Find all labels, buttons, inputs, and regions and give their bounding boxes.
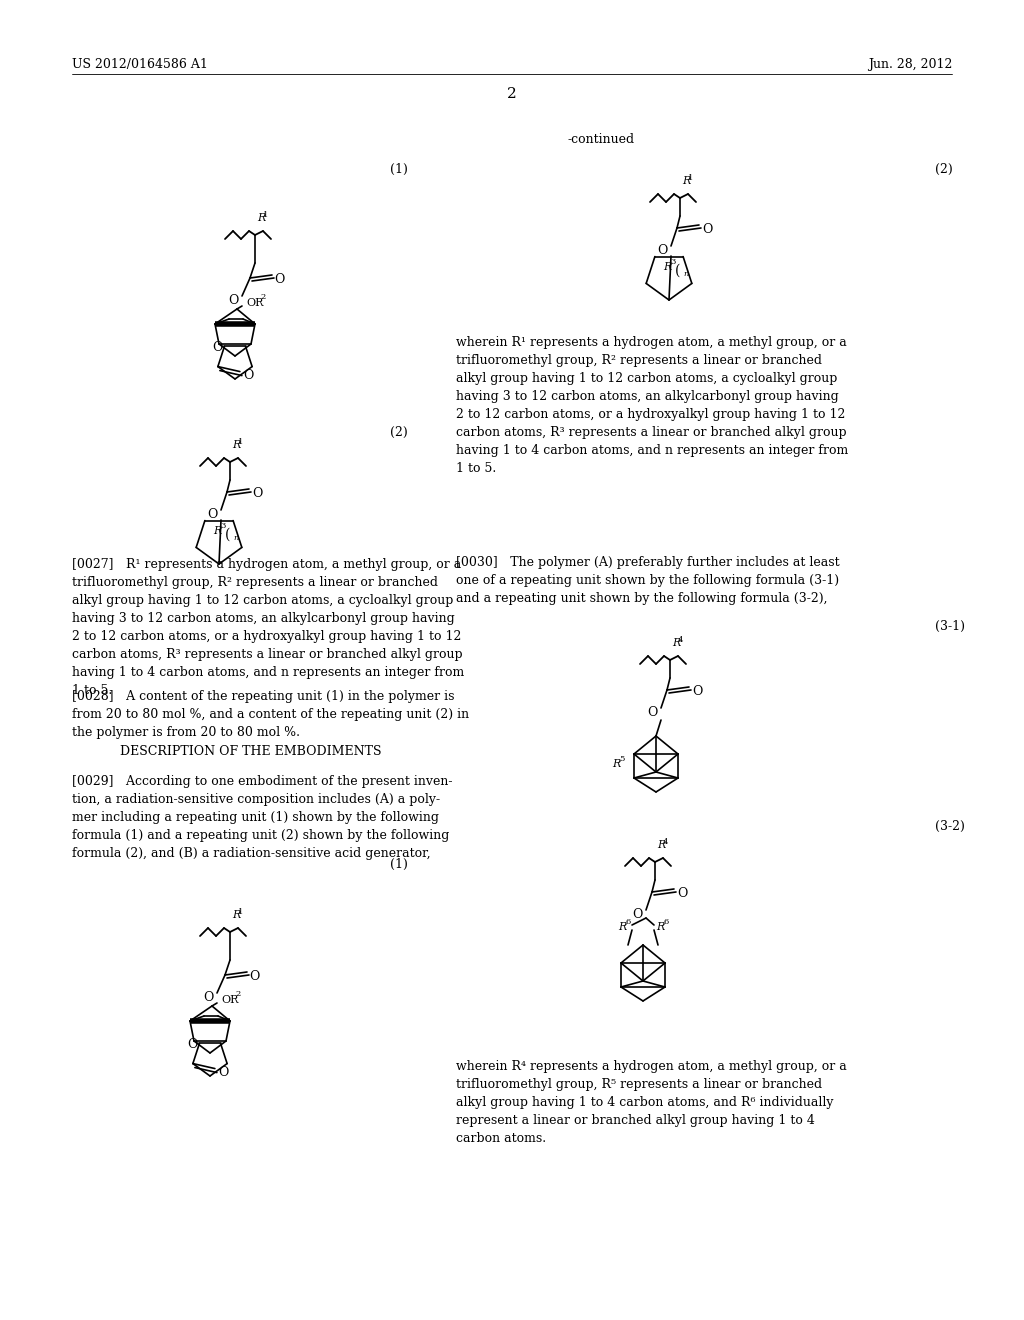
- Text: 3: 3: [670, 257, 676, 265]
- Text: R: R: [213, 525, 221, 536]
- Text: O: O: [228, 294, 239, 308]
- Text: US 2012/0164586 A1: US 2012/0164586 A1: [72, 58, 208, 71]
- Text: 6: 6: [625, 917, 630, 927]
- Text: 1: 1: [688, 174, 693, 182]
- Text: O: O: [692, 685, 702, 698]
- Text: (1): (1): [390, 858, 408, 871]
- Text: O: O: [218, 1065, 228, 1078]
- Text: DESCRIPTION OF THE EMBODIMENTS: DESCRIPTION OF THE EMBODIMENTS: [120, 744, 382, 758]
- Text: (: (: [675, 264, 681, 277]
- Text: O: O: [274, 273, 285, 286]
- Text: [0030]  The polymer (A) preferably further includes at least
one of a repeating : [0030] The polymer (A) preferably furthe…: [456, 556, 840, 605]
- Text: n: n: [233, 533, 239, 541]
- Text: 1: 1: [238, 438, 244, 446]
- Text: Jun. 28, 2012: Jun. 28, 2012: [867, 58, 952, 71]
- Text: R: R: [232, 909, 241, 920]
- Text: O: O: [249, 970, 259, 983]
- Text: 1: 1: [238, 908, 244, 916]
- Text: O: O: [203, 991, 213, 1005]
- Text: 4: 4: [663, 838, 669, 846]
- Text: 2: 2: [507, 87, 517, 102]
- Text: 5: 5: [618, 755, 625, 763]
- Text: [0029]  According to one embodiment of the present inven-
tion, a radiation-sens: [0029] According to one embodiment of th…: [72, 775, 453, 861]
- Text: R: R: [656, 921, 665, 932]
- Text: O: O: [632, 908, 642, 921]
- Text: [0027]  R¹ represents a hydrogen atom, a methyl group, or a
trifluoromethyl grou: [0027] R¹ represents a hydrogen atom, a …: [72, 558, 464, 697]
- Text: wherein R⁴ represents a hydrogen atom, a methyl group, or a
trifluoromethyl grou: wherein R⁴ represents a hydrogen atom, a…: [456, 1060, 847, 1144]
- Text: (: (: [225, 528, 230, 541]
- Text: R: R: [682, 176, 690, 186]
- Text: O: O: [187, 1039, 198, 1052]
- Text: (3-1): (3-1): [935, 620, 965, 634]
- Text: R: R: [232, 440, 241, 450]
- Text: (2): (2): [935, 162, 952, 176]
- Text: [0028]  A content of the repeating unit (1) in the polymer is
from 20 to 80 mol : [0028] A content of the repeating unit (…: [72, 690, 469, 739]
- Text: R: R: [618, 921, 627, 932]
- Text: (1): (1): [390, 162, 408, 176]
- Text: 2: 2: [260, 293, 265, 301]
- Text: O: O: [243, 368, 253, 381]
- Text: 3: 3: [220, 521, 225, 529]
- Text: 1: 1: [263, 211, 268, 219]
- Text: R: R: [664, 261, 672, 272]
- Text: (2): (2): [390, 426, 408, 440]
- Text: O: O: [212, 342, 223, 355]
- Text: 6: 6: [663, 917, 669, 927]
- Text: OR: OR: [221, 995, 239, 1005]
- Text: wherein R¹ represents a hydrogen atom, a methyl group, or a
trifluoromethyl grou: wherein R¹ represents a hydrogen atom, a…: [456, 337, 848, 475]
- Text: (3-2): (3-2): [935, 820, 965, 833]
- Text: R: R: [657, 840, 666, 850]
- Text: R: R: [612, 759, 621, 770]
- Text: O: O: [657, 244, 668, 257]
- Text: 4: 4: [678, 636, 683, 644]
- Text: O: O: [252, 487, 262, 500]
- Text: O: O: [677, 887, 687, 900]
- Text: OR: OR: [246, 298, 263, 308]
- Text: O: O: [207, 508, 217, 521]
- Text: n: n: [683, 269, 688, 277]
- Text: O: O: [702, 223, 713, 236]
- Text: R: R: [672, 638, 680, 648]
- Text: R: R: [257, 213, 265, 223]
- Text: 2: 2: [234, 990, 241, 998]
- Text: -continued: -continued: [567, 133, 634, 147]
- Text: O: O: [647, 706, 657, 719]
